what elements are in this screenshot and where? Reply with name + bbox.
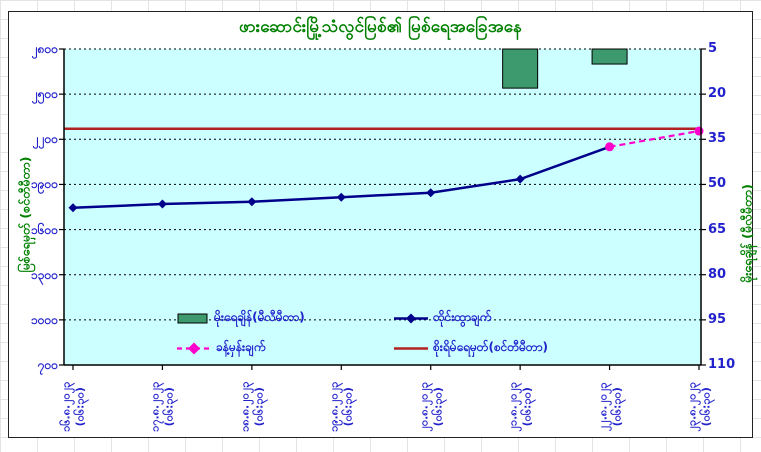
right-axis-tick-label: 20 — [708, 86, 727, 102]
measured-point-diamond — [336, 192, 346, 202]
measured-point-diamond — [247, 197, 257, 207]
forecast-point-circle — [694, 126, 704, 136]
measured-point-diamond — [68, 203, 78, 213]
right-axis-tick-label: 80 — [708, 266, 727, 282]
forecast-line — [609, 129, 700, 148]
left-axis-tick-label: ၁၀၀၀ — [31, 312, 58, 327]
x-axis-tick-label: ၂၃.၈.၂၀၂၃ (၀၆:၃၀) — [685, 382, 712, 432]
left-axis-tick-label: ၂၈၀၀ — [31, 42, 58, 56]
left-axis-tick-label: ၁၆၀၀ — [31, 222, 58, 237]
right-axis-tick-label: 35 — [708, 131, 727, 147]
x-axis-tick-label: ၁၈.၈.၂၀၂၃ (၀၆:၃၀) — [238, 381, 265, 432]
measured-line-swatch-icon — [394, 313, 428, 323]
x-axis-tick-label: ၂၁.၈.၂၀၂၃ (၀၆:၃၀) — [506, 382, 534, 432]
forecast-line-swatch-icon — [177, 342, 211, 354]
legend-label-measured: တိုင်းထွာချက် — [433, 310, 492, 324]
chart-title: ဖားဆောင်းမြို့သံလွင်မြစ်၏ မြစ်ရေအခြေအနေ — [239, 17, 522, 37]
x-axis-tick-label: ၁၆.၈.၂၀၂၃ (၀၆:၃၀) — [59, 381, 86, 432]
left-axis-tick-label: ၂၅၀၀ — [31, 87, 58, 102]
measured-point-diamond — [515, 174, 525, 184]
plot-area — [59, 48, 706, 370]
left-axis-tick-label: ၁၃၀၀ — [31, 267, 58, 282]
legend-item-danger-level: စိုးရိမ်ရေမှတ်(စင်တီမီတာ) — [394, 339, 548, 357]
right-axis-tick-label: 5 — [708, 41, 718, 56]
x-axis-tick-label: ၁၉.၈.၂၀၂၃ (၀၆:၃၀) — [327, 381, 355, 432]
left-axis-tick-label: ၇၀၀ — [37, 358, 58, 372]
x-axis-tick-label: ၂၀.၈.၂၀၂၃ (၀၆:၃၀) — [416, 382, 444, 432]
rainfall-bar-swatch-icon — [177, 313, 208, 323]
measured-point-diamond — [426, 188, 436, 198]
chart-frame: ဖားဆောင်းမြို့သံလွင်မြစ်၏ မြစ်ရေအခြေအနေ … — [8, 11, 755, 438]
legend-item-forecast: ခန့်မှန်းချက် — [177, 339, 265, 357]
right-axis-tick-label: 110 — [708, 357, 736, 372]
legend-label-danger-level: စိုးရိမ်ရေမှတ်(စင်တီမီတာ) — [433, 340, 549, 354]
legend-label-rainfall: မိုးရေချိန်(မီလီမီတာ) — [214, 310, 305, 324]
danger-line-swatch-icon — [394, 346, 428, 350]
rainfall-bar — [502, 48, 539, 89]
plot-svg — [59, 48, 706, 370]
x-axis-tick-label: ၁၇.၈.၂၀၂၃ (၀၆:၃၀) — [148, 381, 176, 432]
legend-item-measured: တိုင်းထွာချက် — [394, 309, 491, 327]
plot-background — [64, 49, 701, 365]
right-axis-tick-label: 65 — [708, 221, 727, 237]
right-axis-tick-label: 50 — [708, 176, 727, 192]
x-axis-tick-label: ၂၂.၈.၂၀၂၃ (၀၆:၃၀) — [595, 382, 623, 432]
left-axis-tick-label: ၁၉၀၀ — [31, 177, 58, 192]
right-axis-tick-label: 95 — [708, 311, 727, 327]
rainfall-bar — [591, 48, 628, 65]
legend-item-rainfall: မိုးရေချိန်(မီလီမီတာ) — [177, 309, 305, 327]
measured-point-diamond — [157, 199, 167, 209]
forecast-point-circle — [605, 142, 615, 152]
left-axis-tick-label: ၂၂၀၀ — [32, 132, 58, 147]
legend-label-forecast: ခန့်မှန်းချက် — [216, 340, 266, 354]
